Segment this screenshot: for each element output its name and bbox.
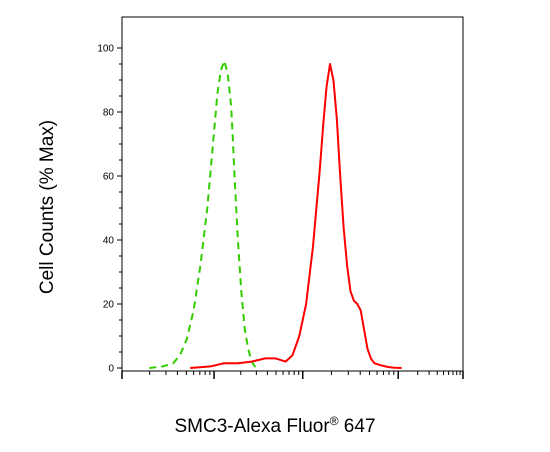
y-axis-label: Cell Counts (% Max) xyxy=(37,120,58,294)
plot-frame xyxy=(121,16,464,372)
y-tick-label: 60 xyxy=(103,172,115,183)
y-axis-ticks: 0 20 40 60 80 100 xyxy=(97,44,122,375)
x-axis-label-superscript: ® xyxy=(329,414,339,428)
x-axis-label: SMC3-Alexa Fluor® 647 xyxy=(0,414,550,438)
y-tick-label: 0 xyxy=(108,364,114,375)
x-axis-ticks xyxy=(121,371,464,379)
plot-frame-group xyxy=(121,16,464,372)
y-tick-label: 40 xyxy=(103,236,115,247)
series-line-1 xyxy=(149,59,259,369)
series-group xyxy=(149,59,402,369)
y-tick-label: 80 xyxy=(103,108,115,119)
x-axis-label-main: SMC3-Alexa Fluor xyxy=(174,416,330,437)
y-tick-label: 100 xyxy=(97,44,114,55)
y-tick-label: 20 xyxy=(103,300,115,311)
series-line-2 xyxy=(190,63,402,369)
x-axis-label-suffix: 647 xyxy=(338,416,376,437)
